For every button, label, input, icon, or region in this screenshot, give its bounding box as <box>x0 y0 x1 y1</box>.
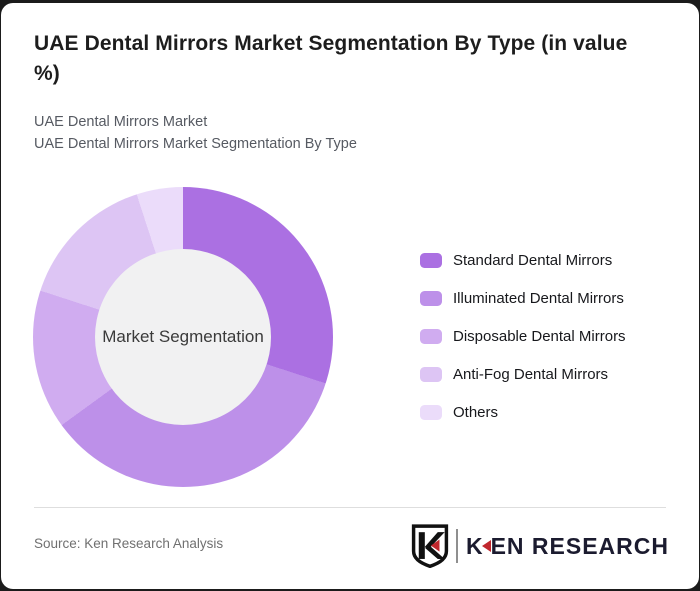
logo-divider-bar <box>455 529 458 563</box>
logo-wordmark: K EN RESEARCH <box>466 533 669 560</box>
legend-swatch <box>420 366 442 382</box>
legend-swatch <box>420 328 442 344</box>
ken-research-shield-icon <box>411 524 449 568</box>
logo-wordmark-rest: EN RESEARCH <box>490 532 669 559</box>
legend-swatch <box>420 404 442 420</box>
report-card: UAE Dental Mirrors Market Segmentation B… <box>1 3 699 589</box>
ken-research-logo: K EN RESEARCH <box>411 524 669 568</box>
page-title: UAE Dental Mirrors Market Segmentation B… <box>34 32 628 85</box>
logo-wordmark-k: K <box>465 532 484 559</box>
legend-label: Disposable Dental Mirrors <box>453 327 626 345</box>
legend-label: Others <box>453 403 499 421</box>
legend-item: Illuminated Dental Mirrors <box>420 289 626 307</box>
donut-chart: Market Segmentation <box>33 187 333 487</box>
logo-red-triangle-icon <box>481 540 491 552</box>
source-text: Source: Ken Research Analysis <box>34 536 224 551</box>
legend-label: Illuminated Dental Mirrors <box>453 289 624 307</box>
legend-swatch <box>420 290 442 306</box>
chart-legend: Standard Dental Mirrors Illuminated Denta… <box>420 252 626 442</box>
legend-label: Anti-Fog Dental Mirrors <box>453 365 609 383</box>
legend-item: Anti-Fog Dental Mirrors <box>420 365 626 383</box>
footer-divider <box>34 507 666 508</box>
legend-item: Standard Dental Mirrors <box>420 251 626 269</box>
legend-label: Standard Dental Mirrors <box>453 251 613 269</box>
donut-hole: Market Segmentation <box>95 249 271 425</box>
chart-subtitle: UAE Dental Mirrors Market UAE Dental Mir… <box>34 111 357 155</box>
donut-center-label: Market Segmentation <box>102 327 264 346</box>
legend-swatch <box>420 252 442 268</box>
legend-item: Disposable Dental Mirrors <box>420 327 626 345</box>
subtitle-line-1: UAE Dental Mirrors Market <box>34 114 208 130</box>
subtitle-line-2: UAE Dental Mirrors Market Segmentation B… <box>34 136 357 152</box>
legend-item: Others <box>420 403 626 421</box>
